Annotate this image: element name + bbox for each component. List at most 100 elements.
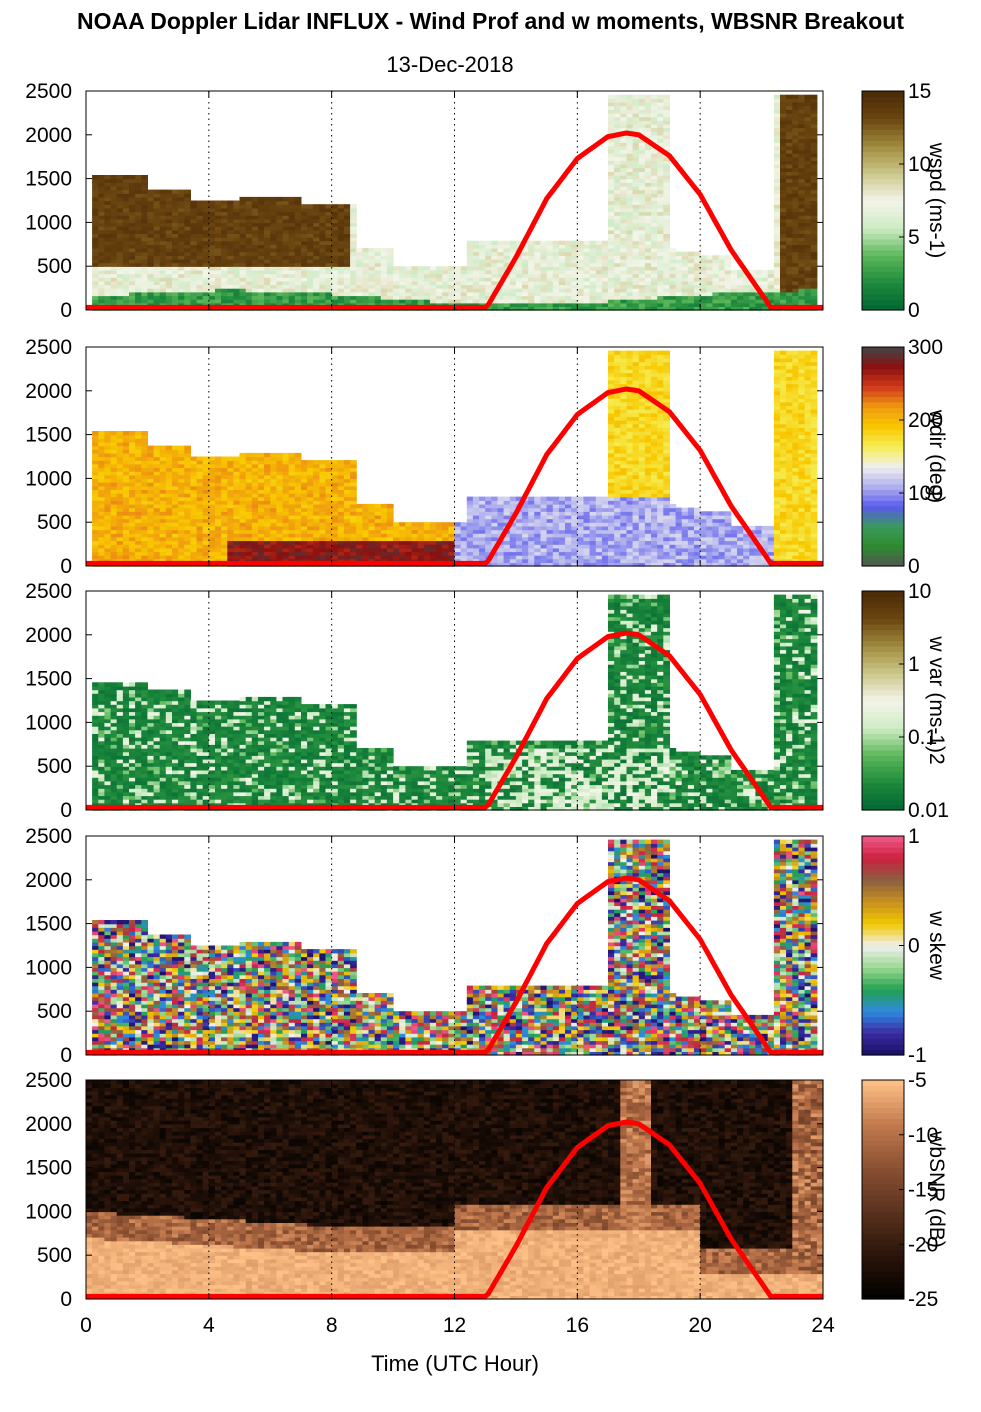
heatmap-cell — [638, 262, 646, 267]
heatmap-cell — [798, 237, 806, 242]
heatmap-cell — [810, 244, 818, 249]
colorbar-swatch — [862, 255, 904, 262]
heatmap-cell — [208, 211, 216, 216]
heatmap-cell — [233, 460, 241, 465]
heatmap-cell — [313, 262, 320, 267]
heatmap-cell — [337, 544, 345, 549]
heatmap-cell — [620, 237, 627, 242]
heatmap-cell — [153, 551, 161, 556]
heatmap-cell — [773, 178, 781, 183]
heatmap-cell — [423, 280, 431, 286]
heatmap-cell — [116, 555, 124, 560]
heatmap-cell — [386, 258, 394, 264]
heatmap-cell — [472, 273, 480, 278]
heatmap-cell — [380, 540, 388, 545]
heatmap-cell — [264, 474, 271, 480]
heatmap-cell — [804, 193, 812, 198]
heatmap-cell — [380, 522, 388, 527]
heatmap-cell — [251, 496, 259, 501]
heatmap-cell — [620, 160, 627, 165]
heatmap-cell — [380, 291, 388, 297]
heatmap-cell — [331, 525, 339, 531]
heatmap-cell — [92, 558, 99, 563]
heatmap-cell — [215, 474, 222, 480]
heatmap-cell — [282, 269, 290, 275]
heatmap-cell — [122, 514, 130, 520]
heatmap-cell — [436, 299, 443, 304]
heatmap-cell — [129, 452, 136, 458]
heatmap-cell — [251, 269, 259, 275]
heatmap-cell — [294, 229, 302, 234]
heatmap-cell — [497, 306, 505, 311]
heatmap-cell — [712, 266, 720, 271]
heatmap-cell — [343, 511, 351, 516]
heatmap-cell — [116, 189, 124, 194]
heatmap-cell — [98, 273, 105, 278]
heatmap-cell — [706, 273, 713, 278]
heatmap-cell — [307, 280, 314, 286]
heatmap-cell — [294, 211, 302, 216]
heatmap-cell — [159, 258, 167, 264]
heatmap-cell — [301, 493, 308, 498]
heatmap-cell — [644, 218, 652, 224]
heatmap-cell — [522, 262, 529, 267]
heatmap-cell — [540, 262, 548, 267]
heatmap-cell — [172, 229, 179, 234]
heatmap-cell — [657, 218, 664, 224]
heatmap-cell — [393, 540, 400, 545]
heatmap-cell — [227, 295, 234, 300]
heatmap-cell — [423, 302, 431, 307]
heatmap-cell — [380, 273, 388, 278]
heatmap-cell — [159, 514, 167, 520]
heatmap-cell — [786, 207, 793, 213]
heatmap-cell — [399, 551, 406, 556]
heatmap-cell — [792, 182, 799, 187]
heatmap-cell — [258, 255, 265, 260]
heatmap-cell — [301, 511, 308, 516]
heatmap-cell — [337, 288, 345, 293]
heatmap-cell — [202, 493, 210, 498]
heatmap-cell — [288, 255, 296, 260]
heatmap-cell — [337, 503, 345, 509]
heatmap-cell — [730, 306, 738, 311]
heatmap-cell — [546, 247, 554, 253]
heatmap-cell — [589, 299, 597, 304]
heatmap-cell — [343, 226, 351, 231]
heatmap-cell — [258, 493, 265, 498]
heatmap-cell — [638, 258, 646, 264]
heatmap-cell — [399, 544, 406, 549]
heatmap-cell — [337, 240, 345, 245]
heatmap-cell — [485, 240, 492, 245]
heatmap-cell — [644, 105, 652, 110]
heatmap-cell — [208, 262, 216, 267]
heatmap-cell — [773, 207, 781, 213]
heatmap-cell — [325, 544, 333, 549]
heatmap-cell — [153, 284, 161, 289]
heatmap-cell — [110, 178, 118, 183]
heatmap-cell — [301, 544, 308, 549]
heatmap-cell — [98, 218, 105, 224]
heatmap-cell — [282, 471, 290, 476]
heatmap-cell — [644, 302, 652, 307]
heatmap-cell — [116, 178, 124, 183]
heatmap-cell — [122, 251, 130, 256]
heatmap-cell — [399, 288, 406, 293]
heatmap-cell — [215, 460, 222, 465]
heatmap-cell — [245, 555, 253, 560]
heatmap-cell — [288, 211, 296, 216]
heatmap-cell — [135, 482, 142, 487]
heatmap-cell — [626, 269, 634, 275]
heatmap-cell — [98, 215, 105, 220]
heatmap-cell — [190, 547, 198, 553]
heatmap-cell — [313, 222, 320, 227]
heatmap-cell — [264, 536, 271, 542]
heatmap-cell — [786, 244, 793, 249]
heatmap-cell — [534, 255, 541, 260]
heatmap-cell — [190, 273, 198, 278]
heatmap-cell — [773, 251, 781, 256]
heatmap-cell — [294, 529, 302, 534]
heatmap-cell — [190, 511, 198, 516]
heatmap-cell — [196, 237, 204, 242]
heatmap-cell — [368, 503, 376, 509]
